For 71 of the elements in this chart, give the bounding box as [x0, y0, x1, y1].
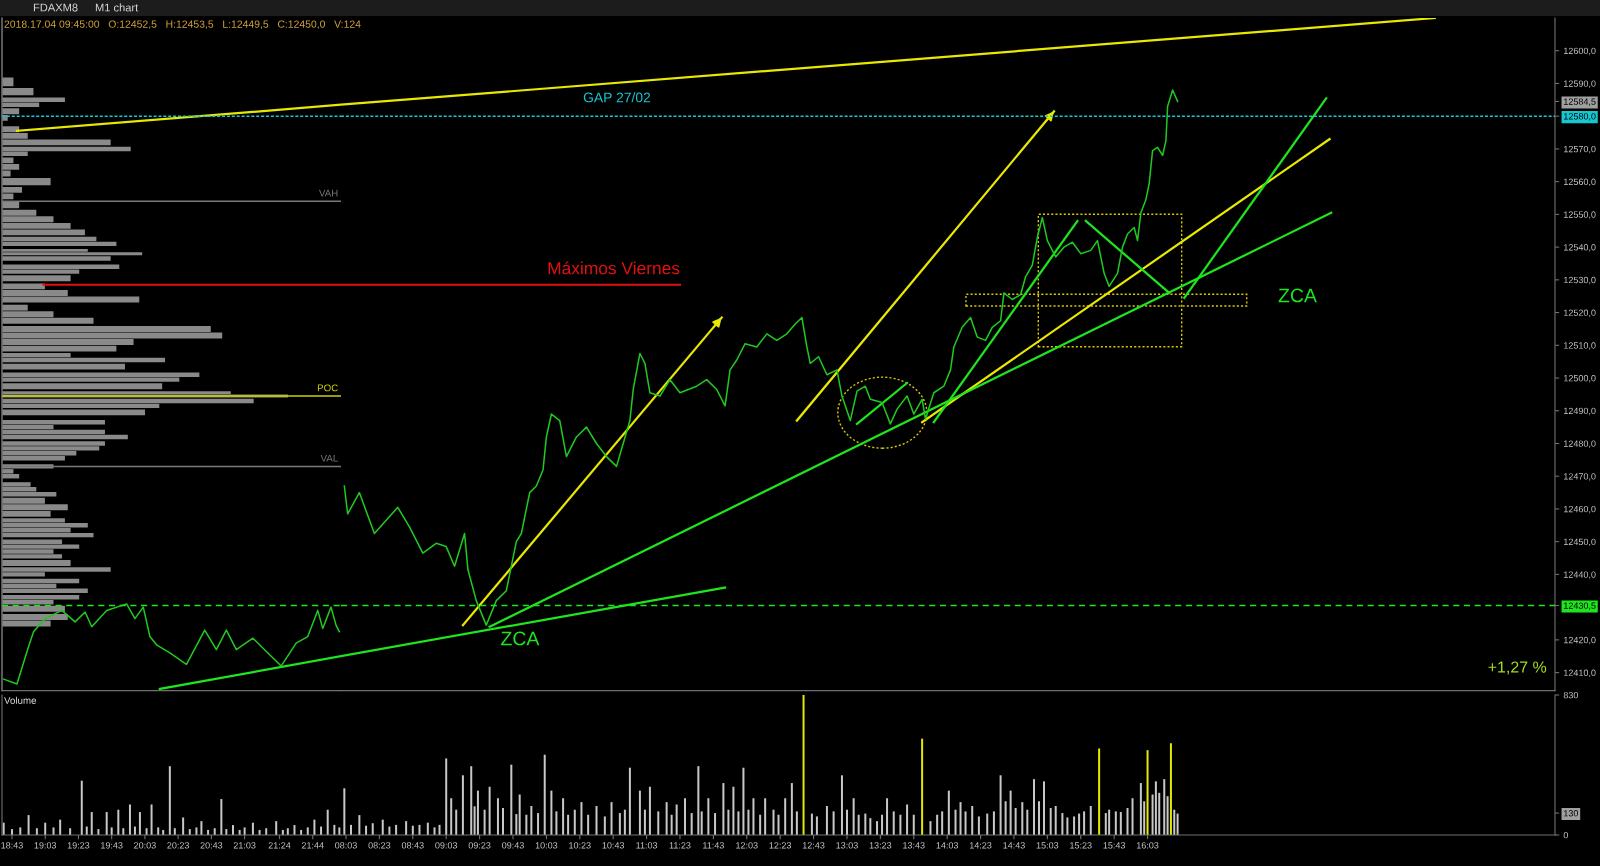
- x-tick-label: 20:43: [200, 842, 223, 849]
- chart-subtitle: 2018.17.04 09:45:00 O:12452,5 H:12453,5 L:12449,5 C:12450,0 V:124: [4, 20, 361, 30]
- x-tick-label: 15:23: [1070, 842, 1092, 849]
- y-tick-label: 12560,0: [1564, 178, 1596, 187]
- annotation: ZCA: [1278, 288, 1317, 303]
- y-tick-label: 12550,0: [1564, 211, 1596, 219]
- y-tick-label: 12480,0: [1564, 440, 1596, 448]
- x-tick-label: 09:43: [502, 842, 524, 849]
- y-tick-label: 12500,0: [1564, 375, 1596, 383]
- ref-line-label: VAH: [318, 189, 338, 197]
- x-tick-label: 14:23: [969, 842, 992, 849]
- y-tick-label: 0: [1563, 831, 1568, 839]
- y-tick-label: 12420,0: [1564, 636, 1596, 645]
- x-tick-label: 15:43: [1103, 842, 1126, 849]
- x-tick-label: 09:03: [435, 842, 458, 849]
- x-tick-label: 10:23: [569, 842, 591, 849]
- y-tick-label: 12440,0: [1564, 571, 1596, 579]
- y-tick-label: 12470,0: [1564, 473, 1596, 481]
- y-tick-label: 12540,0: [1564, 244, 1596, 252]
- series-label: Máximos Viernes: [548, 261, 680, 275]
- chart-title: Volume: [4, 696, 37, 704]
- y-tick-label: 12430,5: [1564, 602, 1596, 610]
- y-tick-label: 12584,5: [1564, 98, 1596, 106]
- x-tick-label: 14:43: [1003, 842, 1025, 849]
- y-tick-label: 12520,0: [1564, 309, 1596, 317]
- x-tick-label: 12:03: [736, 842, 758, 849]
- x-tick-label: 08:03: [335, 842, 357, 849]
- x-tick-label: 19:43: [101, 842, 123, 849]
- x-tick-label: 09:23: [468, 842, 491, 849]
- y-tick-label: 12530,0: [1564, 276, 1596, 285]
- x-tick-label: 10:43: [602, 842, 625, 849]
- x-tick-label: 08:23: [368, 842, 391, 849]
- x-tick-label: 21:03: [233, 842, 256, 849]
- x-tick-label: 21:44: [301, 842, 324, 849]
- x-tick-label: 08:43: [401, 842, 424, 849]
- annotation: +1,27 %: [1488, 661, 1547, 675]
- y-tick-label: 130: [1564, 810, 1579, 817]
- x-tick-label: 16:03: [1136, 842, 1159, 849]
- chart-title: FDAXM8: [33, 3, 78, 12]
- x-tick-label: 19:03: [34, 842, 57, 849]
- y-tick-label: 12510,0: [1564, 342, 1596, 350]
- ref-line-label: GAP 27/02: [583, 92, 651, 103]
- y-tick-label: 12590,0: [1564, 80, 1596, 88]
- x-tick-label: 20:23: [167, 842, 190, 849]
- x-tick-label: 13:43: [903, 842, 925, 849]
- y-tick-label: 12570,0: [1564, 145, 1596, 154]
- x-tick-label: 13:03: [836, 842, 858, 849]
- text: M1 chart: [95, 3, 139, 12]
- y-tick-label: 830: [1563, 691, 1579, 699]
- x-tick-label: 13:23: [869, 842, 892, 849]
- y-tick-label: 12450,0: [1564, 538, 1596, 547]
- y-tick-label: 12410,0: [1564, 669, 1596, 678]
- ref-line-label: POC: [317, 384, 338, 392]
- y-tick-label: 12600,0: [1564, 47, 1596, 56]
- y-tick-label: 12580,0: [1564, 113, 1596, 121]
- x-tick-label: 21:24: [268, 842, 291, 849]
- x-tick-label: 15:03: [1036, 842, 1059, 849]
- x-tick-label: 12:23: [769, 842, 792, 849]
- x-tick-label: 11:23: [669, 842, 691, 849]
- x-tick-label: 18:43: [1, 842, 23, 849]
- x-tick-label: 19:23: [67, 842, 90, 849]
- x-tick-label: 14:03: [936, 842, 959, 849]
- x-tick-label: 11:03: [636, 842, 658, 849]
- x-tick-label: 10:03: [535, 842, 558, 849]
- x-tick-label: 12:43: [802, 842, 825, 849]
- y-tick-label: 12490,0: [1564, 407, 1596, 416]
- ref-line-label: VAL: [320, 454, 338, 462]
- y-tick-label: 12460,0: [1564, 505, 1596, 514]
- annotation: ZCA: [501, 631, 540, 646]
- x-tick-label: 20:03: [134, 842, 156, 849]
- x-tick-label: 11:43: [703, 842, 724, 849]
